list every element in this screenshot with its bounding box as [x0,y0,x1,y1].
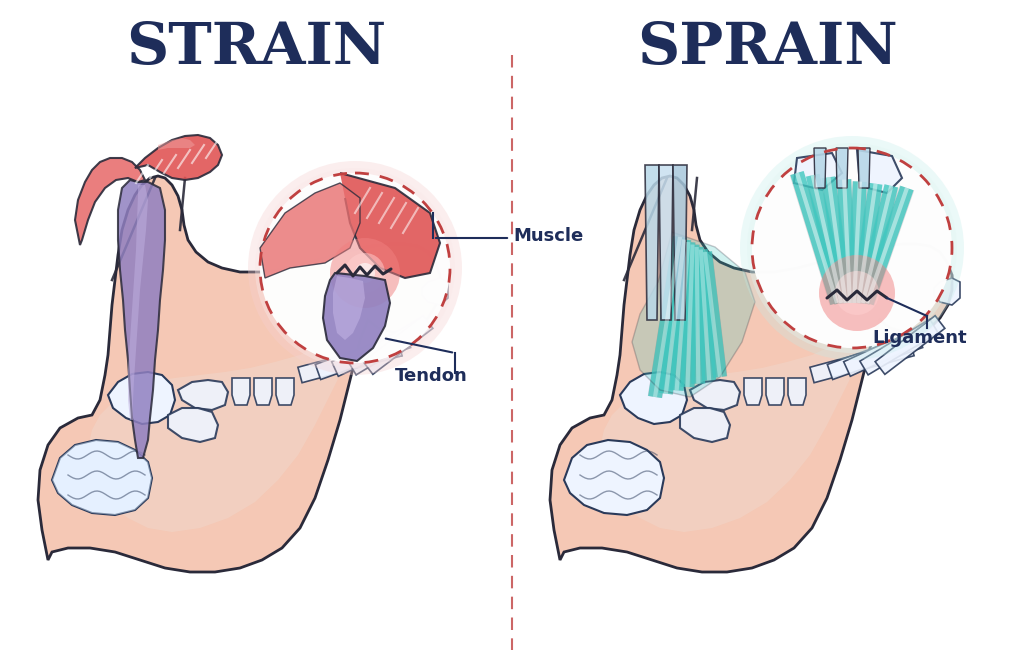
Polygon shape [857,150,902,193]
Circle shape [355,263,375,283]
Circle shape [255,168,455,368]
Polygon shape [323,273,390,361]
Polygon shape [564,440,664,515]
Polygon shape [844,325,931,376]
Polygon shape [673,165,687,320]
Polygon shape [332,325,419,376]
Polygon shape [254,378,272,405]
Polygon shape [118,180,165,458]
Circle shape [819,255,895,331]
Circle shape [248,161,462,375]
Polygon shape [810,340,914,383]
Polygon shape [766,378,784,405]
Polygon shape [88,335,355,532]
Polygon shape [298,340,402,383]
Polygon shape [827,332,923,380]
Circle shape [345,253,385,293]
Polygon shape [600,335,867,532]
Polygon shape [315,332,411,380]
Polygon shape [934,278,959,305]
Polygon shape [75,158,145,245]
Polygon shape [52,440,152,515]
Polygon shape [680,408,730,442]
Polygon shape [168,408,218,442]
Polygon shape [52,440,152,515]
Polygon shape [690,380,740,410]
Circle shape [330,238,400,308]
Circle shape [746,143,957,353]
Circle shape [752,148,952,348]
Polygon shape [348,319,426,375]
Polygon shape [620,372,687,424]
Polygon shape [38,176,440,572]
Polygon shape [836,148,848,188]
Polygon shape [814,148,826,188]
Circle shape [260,173,450,363]
Polygon shape [860,319,938,375]
Text: SPRAIN: SPRAIN [638,20,898,76]
Polygon shape [744,378,762,405]
Polygon shape [128,185,148,420]
Circle shape [740,136,964,360]
Circle shape [835,271,879,315]
Polygon shape [333,276,365,340]
Polygon shape [178,380,228,410]
Polygon shape [422,278,449,305]
Polygon shape [659,165,673,320]
Polygon shape [794,153,842,190]
Text: STRAIN: STRAIN [126,20,386,76]
Polygon shape [632,232,755,397]
Polygon shape [876,316,945,374]
Polygon shape [645,165,659,320]
Polygon shape [108,372,175,424]
Polygon shape [364,316,433,374]
Polygon shape [135,135,222,180]
Polygon shape [340,173,440,278]
Polygon shape [260,183,360,278]
Text: Ligament: Ligament [872,329,967,347]
Polygon shape [858,148,870,188]
Polygon shape [276,378,294,405]
Polygon shape [158,138,195,150]
Polygon shape [788,378,806,405]
Polygon shape [232,378,250,405]
Text: Muscle: Muscle [513,227,584,245]
Polygon shape [550,176,952,572]
Text: Tendon: Tendon [395,367,468,385]
